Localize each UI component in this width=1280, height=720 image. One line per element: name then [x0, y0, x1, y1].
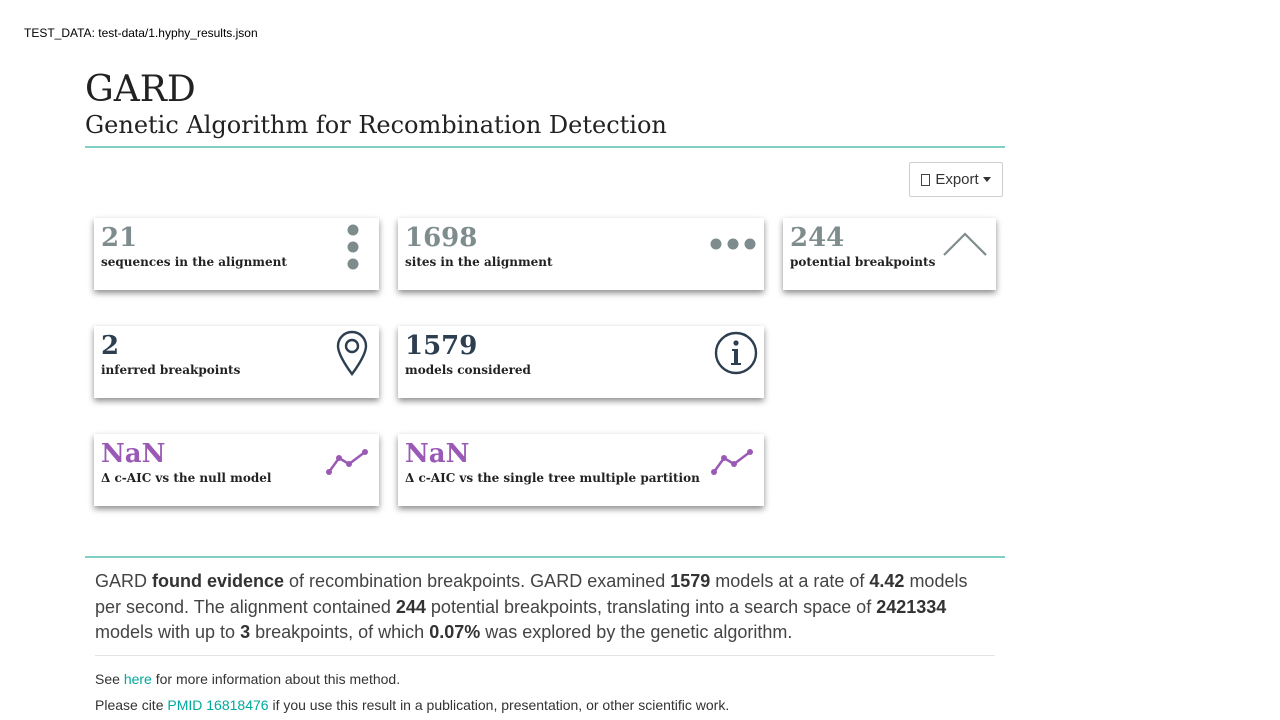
card-label: Δ c-AIC vs the single tree multiple part…	[405, 471, 700, 485]
method-info-link[interactable]: here	[123, 671, 152, 687]
export-label: Export	[935, 171, 979, 188]
line-chart-icon	[711, 449, 753, 475]
vertical-dots-icon	[347, 224, 359, 270]
card-potential-breakpoints: 244 potential breakpoints	[783, 218, 996, 290]
pmid-link[interactable]: PMID 16818476	[167, 697, 269, 713]
notes-divider	[95, 655, 995, 656]
card-label: inferred breakpoints	[101, 363, 241, 377]
card-value: 1698	[405, 223, 478, 253]
export-button[interactable]: Export	[909, 162, 1003, 197]
card-value: 2	[101, 331, 120, 361]
card-label: models considered	[405, 363, 531, 377]
horizontal-dots-icon	[710, 238, 756, 250]
card-models-considered: 1579 models considered	[398, 326, 764, 398]
page-header: GARD Genetic Algorithm for Recombination…	[85, 68, 1005, 140]
card-sites: 1698 sites in the alignment	[398, 218, 764, 290]
results-summary: GARD found evidence of recombination bre…	[95, 571, 968, 642]
map-pin-icon	[336, 330, 368, 376]
caret-down-icon	[982, 177, 991, 182]
card-label: sites in the alignment	[405, 255, 553, 269]
export-icon	[921, 173, 931, 186]
info-icon	[714, 331, 758, 375]
card-inferred-breakpoints: 2 inferred breakpoints	[94, 326, 379, 398]
card-label: Δ c-AIC vs the null model	[101, 471, 272, 485]
card-value: 1579	[405, 331, 478, 361]
summary-divider	[85, 556, 1005, 558]
header-divider	[85, 146, 1005, 148]
page-title: GARD	[85, 69, 196, 110]
card-value: NaN	[405, 439, 470, 469]
line-chart-icon	[326, 449, 368, 475]
card-value: 21	[101, 223, 138, 253]
card-sequences: 21 sequences in the alignment	[94, 218, 379, 290]
test-data-label: TEST_DATA: test-data/1.hyphy_results.jso…	[24, 26, 258, 40]
card-caic-single-tree: NaN Δ c-AIC vs the single tree multiple …	[398, 434, 764, 506]
card-value: 244	[790, 223, 845, 253]
page-subtitle: Genetic Algorithm for Recombination Dete…	[85, 111, 667, 139]
card-label: sequences in the alignment	[101, 255, 287, 269]
chevron-up-icon	[943, 232, 987, 256]
citation-note: Please cite PMID 16818476 if you use thi…	[95, 697, 730, 713]
found-evidence: found evidence	[152, 571, 285, 591]
card-value: NaN	[101, 439, 166, 469]
card-label: potential breakpoints	[790, 255, 936, 269]
card-caic-null: NaN Δ c-AIC vs the null model	[94, 434, 379, 506]
method-info-note: See here for more information about this…	[95, 671, 401, 687]
